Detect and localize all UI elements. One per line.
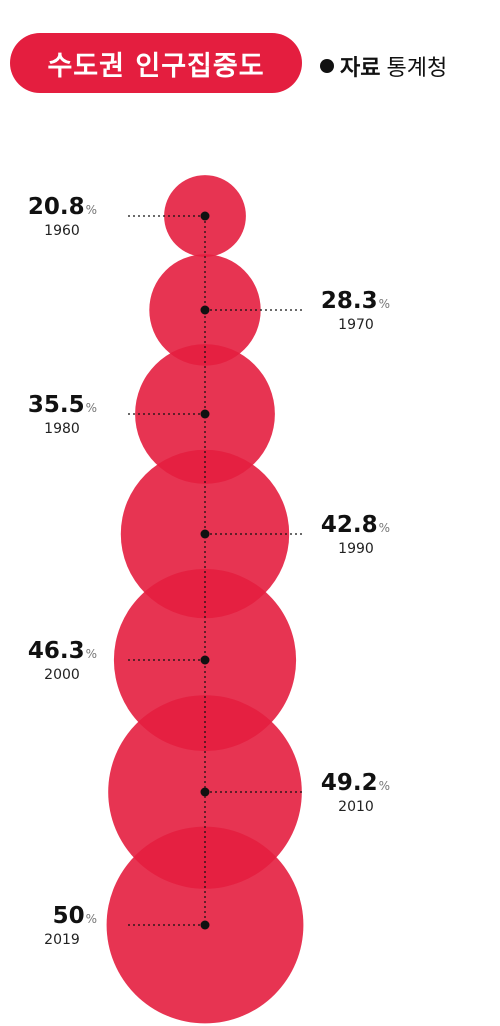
year-label-2010: 2010 xyxy=(338,799,374,815)
year-label-1960: 1960 xyxy=(44,223,80,239)
value-label-2000: 46.3% xyxy=(28,638,97,664)
data-point-1980 xyxy=(200,409,210,419)
data-point-1970 xyxy=(200,305,210,315)
source-label: 자료 xyxy=(340,56,381,81)
source-note: 자료 통계청 xyxy=(320,50,447,82)
data-point-1990 xyxy=(200,529,210,539)
value-unit: % xyxy=(379,297,390,311)
year-label-1990: 1990 xyxy=(338,541,374,557)
value-label-1960: 20.8% xyxy=(28,194,97,220)
value-number: 49.2 xyxy=(321,770,378,796)
data-point-2019 xyxy=(200,920,210,930)
value-label-1970: 28.3% xyxy=(321,288,390,314)
data-point-2000 xyxy=(200,655,210,665)
value-number: 28.3 xyxy=(321,288,378,314)
value-unit: % xyxy=(86,203,97,217)
year-label-1980: 1980 xyxy=(44,421,80,437)
value-unit: % xyxy=(379,521,390,535)
value-number: 35.5 xyxy=(28,392,85,418)
value-number: 20.8 xyxy=(28,194,85,220)
value-label-2019: 50% xyxy=(53,903,97,929)
year-label-2000: 2000 xyxy=(44,667,80,683)
value-label-2010: 49.2% xyxy=(321,770,390,796)
value-number: 46.3 xyxy=(28,638,85,664)
value-label-1990: 42.8% xyxy=(321,512,390,538)
value-unit: % xyxy=(86,647,97,661)
value-number: 42.8 xyxy=(321,512,378,538)
value-number: 50 xyxy=(53,903,85,929)
bullet-icon xyxy=(320,59,334,73)
year-label-1970: 1970 xyxy=(338,317,374,333)
value-unit: % xyxy=(86,912,97,926)
value-unit: % xyxy=(379,779,390,793)
data-point-1960 xyxy=(200,211,210,221)
source-value: 통계청 xyxy=(386,56,448,81)
value-unit: % xyxy=(86,401,97,415)
title-banner: 수도권 인구집중도 xyxy=(10,33,302,93)
data-point-2010 xyxy=(200,787,210,797)
year-label-2019: 2019 xyxy=(44,932,80,948)
value-label-1980: 35.5% xyxy=(28,392,97,418)
page-title: 수도권 인구집중도 xyxy=(47,50,265,82)
